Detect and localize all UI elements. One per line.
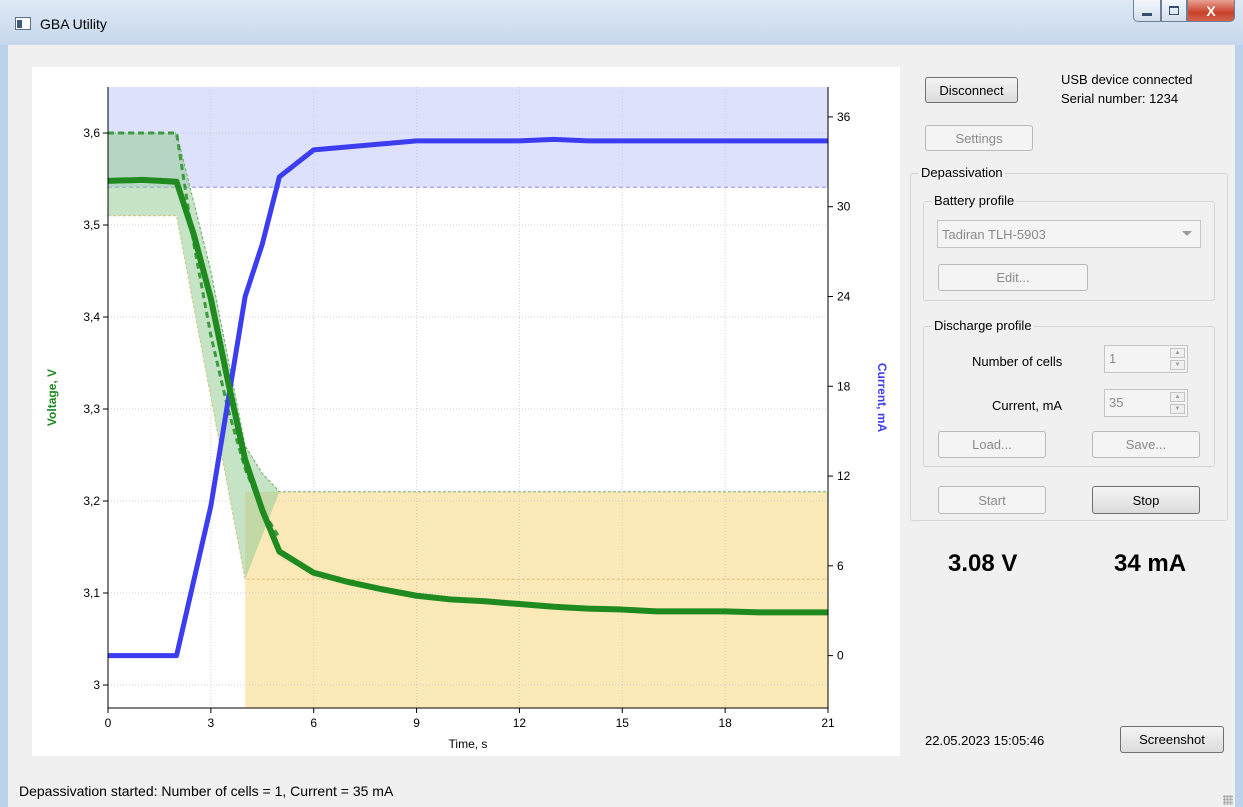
- current-reading: 34 mA: [1114, 550, 1187, 577]
- y-right-tick-label: 12: [837, 469, 851, 483]
- client-area: 0 3 6 9 12 15 18 21 3 3,1 3,2 3,3 3,4 3,5 3,6 0 6 12 18 24 3…: [8, 45, 1235, 807]
- title-bar[interactable]: GBA Utility X: [0, 0, 1243, 45]
- x-tick-label: 18: [718, 716, 732, 730]
- edit-profile-button[interactable]: Edit...: [938, 264, 1088, 291]
- chevron-down-icon: [1182, 231, 1192, 236]
- usb-status-text: USB device connected: [1061, 72, 1193, 87]
- window-title: GBA Utility: [40, 16, 107, 32]
- y-left-tick-label: 3: [93, 678, 100, 692]
- x-tick-label: 3: [208, 716, 215, 730]
- depassivation-group: [910, 173, 1228, 521]
- spin-down-icon[interactable]: ▼: [1170, 404, 1185, 414]
- settings-button[interactable]: Settings: [925, 125, 1033, 151]
- spin-up-icon[interactable]: ▲: [1170, 348, 1185, 358]
- voltage-series-line: [107, 176, 828, 616]
- current-spinbox[interactable]: 35 ▲ ▼: [1104, 389, 1188, 417]
- status-message: Depassivation started: Number of cells =…: [19, 783, 394, 799]
- window-controls: X: [1133, 0, 1235, 24]
- y-right-tick-label: 18: [837, 379, 851, 393]
- app-window-icon: [15, 17, 31, 30]
- load-button[interactable]: Load...: [938, 431, 1046, 458]
- y-left-tick-label: 3,5: [83, 218, 100, 232]
- voltage-reading: 3.08 V: [948, 550, 1018, 577]
- y-left-tick-label: 3,3: [83, 402, 100, 416]
- current-label: Current, mA: [992, 398, 1063, 413]
- spin-arrows: ▲ ▼: [1170, 392, 1185, 414]
- minimize-button[interactable]: [1133, 0, 1161, 22]
- y-left-tick-label: 3,6: [83, 126, 100, 140]
- chart-svg: 0 3 6 9 12 15 18 2133,13,23,33,43,53,6061218243…: [45, 87, 889, 751]
- y-left-tick-label: 3,2: [83, 494, 100, 508]
- save-button[interactable]: Save...: [1092, 431, 1200, 458]
- close-icon: X: [1206, 2, 1216, 19]
- battery-profile-group: [923, 201, 1215, 301]
- discharge-profile-group: [923, 326, 1215, 467]
- depassivation-title: Depassivation: [919, 165, 1005, 180]
- y-right-tick-label: 6: [837, 559, 844, 573]
- serial-number-text: Serial number: 1234: [1061, 91, 1179, 106]
- discharge-profile-title: Discharge profile: [932, 318, 1034, 333]
- y-left-tick-label: 3,1: [83, 586, 100, 600]
- current-value: 35: [1109, 395, 1124, 410]
- x-tick-label: 0: [105, 716, 112, 730]
- screenshot-button[interactable]: Screenshot: [1120, 726, 1224, 753]
- start-button[interactable]: Start: [938, 486, 1046, 514]
- x-tick-label: 12: [513, 716, 527, 730]
- close-button[interactable]: X: [1187, 0, 1235, 22]
- x-tick-label: 6: [310, 716, 317, 730]
- y-right-axis-label: Current, mA: [875, 363, 889, 433]
- y-left-axis-label: Voltage, V: [45, 369, 59, 426]
- current-limit-band: [108, 87, 828, 188]
- datetime-text: 22.05.2023 15:05:46: [925, 733, 1045, 748]
- voltage-upper-limit-line: [108, 132, 828, 493]
- status-bar: Depassivation started: Number of cells =…: [8, 773, 1235, 807]
- battery-profile-select[interactable]: Tadiran TLH-5903: [937, 220, 1201, 248]
- current-series-line: [108, 136, 828, 659]
- voltage-envelope: [108, 133, 280, 580]
- spin-down-icon[interactable]: ▼: [1170, 360, 1185, 370]
- y-right-tick-label: 36: [837, 110, 851, 124]
- minimize-icon: [1142, 13, 1152, 16]
- spin-up-icon[interactable]: ▲: [1170, 392, 1185, 402]
- stop-button[interactable]: Stop: [1092, 486, 1200, 514]
- y-right-tick-label: 30: [837, 200, 851, 214]
- x-tick-label: 21: [821, 716, 835, 730]
- chart-panel: 0 3 6 9 12 15 18 21 3 3,1 3,2 3,3 3,4 3,5 3,6 0 6 12 18 24 3…: [32, 67, 900, 756]
- x-tick-label: 9: [413, 716, 420, 730]
- resize-grip[interactable]: [1223, 795, 1233, 805]
- y-right-tick-label: 24: [837, 289, 851, 303]
- maximize-button[interactable]: [1161, 0, 1187, 22]
- y-right-tick-label: 0: [837, 649, 844, 663]
- battery-profile-title: Battery profile: [932, 193, 1017, 208]
- number-of-cells-value: 1: [1109, 351, 1117, 366]
- voltage-reference-line: [108, 131, 281, 539]
- voltage-pass-band: [245, 491, 829, 708]
- x-axis-label: Time, s: [449, 737, 488, 751]
- maximize-icon: [1169, 6, 1179, 15]
- number-of-cells-label: Number of cells: [972, 354, 1063, 369]
- battery-profile-value: Tadiran TLH-5903: [942, 227, 1046, 242]
- spin-arrows: ▲ ▼: [1170, 348, 1185, 370]
- number-of-cells-spinbox[interactable]: 1 ▲ ▼: [1104, 345, 1188, 373]
- y-left-tick-label: 3,4: [83, 310, 100, 324]
- x-tick-label: 15: [616, 716, 630, 730]
- disconnect-button[interactable]: Disconnect: [925, 77, 1018, 103]
